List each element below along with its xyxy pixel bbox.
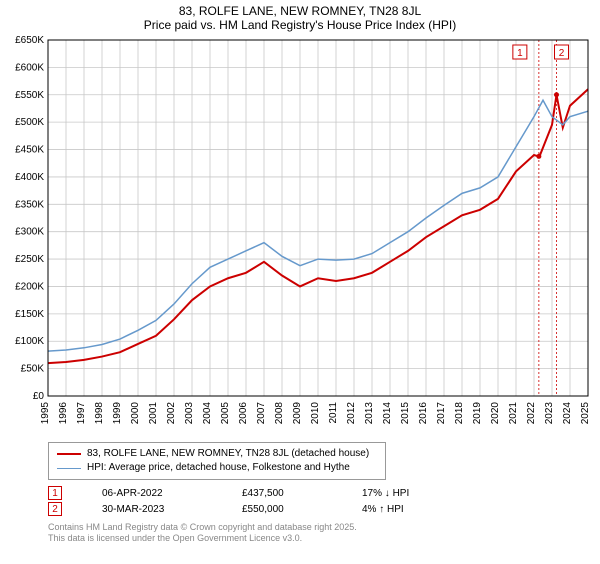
svg-text:2024: 2024 bbox=[562, 402, 573, 425]
svg-text:2021: 2021 bbox=[508, 402, 519, 425]
svg-text:2011: 2011 bbox=[328, 402, 339, 424]
svg-text:2017: 2017 bbox=[436, 402, 447, 425]
svg-text:2003: 2003 bbox=[184, 402, 195, 425]
svg-text:2000: 2000 bbox=[130, 402, 141, 425]
sales-rows: 1 06-APR-2022 £437,500 17% ↓ HPI 2 30-MAR-202… bbox=[0, 486, 600, 516]
svg-text:2014: 2014 bbox=[382, 402, 393, 425]
svg-text:£600K: £600K bbox=[15, 62, 44, 73]
svg-text:2012: 2012 bbox=[346, 402, 357, 425]
svg-text:£0: £0 bbox=[33, 391, 45, 402]
svg-text:2002: 2002 bbox=[166, 402, 177, 425]
svg-text:£150K: £150K bbox=[15, 309, 44, 320]
copyright-line-1: Contains HM Land Registry data © Crown c… bbox=[48, 522, 600, 533]
svg-text:2: 2 bbox=[559, 48, 565, 59]
svg-text:2006: 2006 bbox=[238, 402, 249, 425]
legend-row-1: 83, ROLFE LANE, NEW ROMNEY, TN28 8JL (de… bbox=[57, 447, 377, 461]
sale-marker-badge: 2 bbox=[48, 502, 62, 516]
svg-text:£650K: £650K bbox=[15, 36, 44, 46]
sale-date: 30-MAR-2023 bbox=[102, 504, 202, 515]
svg-text:2015: 2015 bbox=[400, 402, 411, 425]
svg-text:1997: 1997 bbox=[76, 402, 87, 425]
legend-label-2: HPI: Average price, detached house, Folk… bbox=[87, 461, 350, 475]
svg-text:2001: 2001 bbox=[148, 402, 159, 425]
svg-text:£50K: £50K bbox=[21, 364, 45, 375]
sale-row: 1 06-APR-2022 £437,500 17% ↓ HPI bbox=[48, 486, 600, 500]
legend-swatch-1 bbox=[57, 453, 81, 455]
svg-text:£400K: £400K bbox=[15, 172, 44, 183]
svg-text:1: 1 bbox=[517, 48, 523, 59]
chart-area: £0 £50K £100K £150K £200K £250K £300K £350K £400… bbox=[0, 36, 600, 436]
svg-text:2007: 2007 bbox=[256, 402, 267, 425]
sale-marker-badge: 1 bbox=[48, 486, 62, 500]
svg-text:1996: 1996 bbox=[58, 402, 69, 425]
svg-text:2005: 2005 bbox=[220, 402, 231, 425]
svg-text:2013: 2013 bbox=[364, 402, 375, 425]
chart-title-main: 83, ROLFE LANE, NEW ROMNEY, TN28 8JL bbox=[0, 4, 600, 18]
copyright-line-2: This data is licensed under the Open Gov… bbox=[48, 533, 600, 544]
svg-text:2018: 2018 bbox=[454, 402, 465, 425]
svg-text:2019: 2019 bbox=[472, 402, 483, 425]
svg-text:1999: 1999 bbox=[112, 402, 123, 425]
svg-text:2023: 2023 bbox=[544, 402, 555, 425]
svg-text:£450K: £450K bbox=[15, 145, 44, 156]
svg-text:£250K: £250K bbox=[15, 254, 44, 265]
svg-text:£350K: £350K bbox=[15, 199, 44, 210]
sale-price: £437,500 bbox=[242, 488, 322, 499]
sale-date: 06-APR-2022 bbox=[102, 488, 202, 499]
sale-hpi: 4% ↑ HPI bbox=[362, 504, 442, 515]
copyright-text: Contains HM Land Registry data © Crown c… bbox=[48, 522, 600, 544]
svg-text:2020: 2020 bbox=[490, 402, 501, 425]
svg-text:2009: 2009 bbox=[292, 402, 303, 425]
svg-text:2025: 2025 bbox=[580, 402, 591, 425]
legend-swatch-2 bbox=[57, 468, 81, 469]
legend-label-1: 83, ROLFE LANE, NEW ROMNEY, TN28 8JL (de… bbox=[87, 447, 369, 461]
sale-price: £550,000 bbox=[242, 504, 322, 515]
chart-svg: £0 £50K £100K £150K £200K £250K £300K £350K £400… bbox=[0, 36, 600, 436]
legend-row-2: HPI: Average price, detached house, Folk… bbox=[57, 461, 377, 475]
svg-text:1995: 1995 bbox=[40, 402, 51, 425]
sale-hpi: 17% ↓ HPI bbox=[362, 488, 442, 499]
svg-text:2008: 2008 bbox=[274, 402, 285, 425]
svg-text:£100K: £100K bbox=[15, 336, 44, 347]
sale-row: 2 30-MAR-2023 £550,000 4% ↑ HPI bbox=[48, 502, 600, 516]
svg-text:1998: 1998 bbox=[94, 402, 105, 425]
svg-text:£200K: £200K bbox=[15, 281, 44, 292]
svg-text:£300K: £300K bbox=[15, 227, 44, 238]
page-container: 83, ROLFE LANE, NEW ROMNEY, TN28 8JL Pri… bbox=[0, 4, 600, 564]
svg-text:£500K: £500K bbox=[15, 117, 44, 128]
svg-text:2022: 2022 bbox=[526, 402, 537, 425]
svg-text:2016: 2016 bbox=[418, 402, 429, 425]
legend-box: 83, ROLFE LANE, NEW ROMNEY, TN28 8JL (de… bbox=[48, 442, 386, 480]
chart-title-sub: Price paid vs. HM Land Registry's House … bbox=[0, 18, 600, 32]
svg-text:2010: 2010 bbox=[310, 402, 321, 425]
svg-text:2004: 2004 bbox=[202, 402, 213, 425]
svg-text:£550K: £550K bbox=[15, 90, 44, 101]
